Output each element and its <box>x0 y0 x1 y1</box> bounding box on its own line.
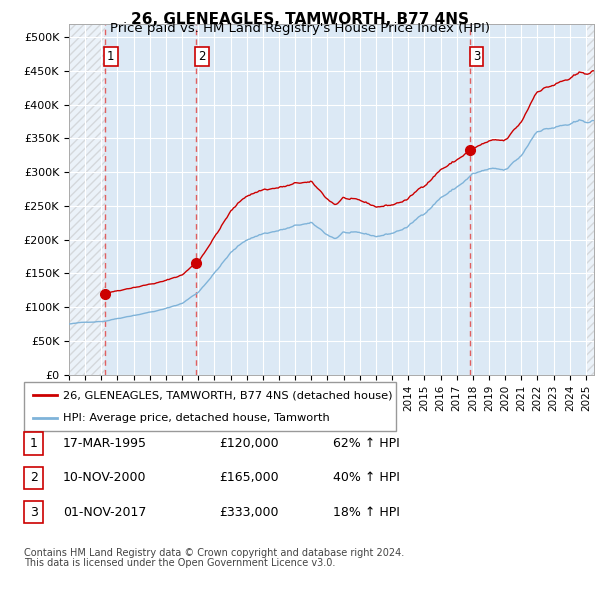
Text: 40% ↑ HPI: 40% ↑ HPI <box>333 471 400 484</box>
Text: 1: 1 <box>29 437 38 450</box>
Text: £120,000: £120,000 <box>219 437 278 450</box>
Text: 3: 3 <box>29 506 38 519</box>
Text: 26, GLENEAGLES, TAMWORTH, B77 4NS (detached house): 26, GLENEAGLES, TAMWORTH, B77 4NS (detac… <box>63 391 392 401</box>
Text: This data is licensed under the Open Government Licence v3.0.: This data is licensed under the Open Gov… <box>24 558 335 568</box>
Text: £333,000: £333,000 <box>219 506 278 519</box>
Text: Price paid vs. HM Land Registry's House Price Index (HPI): Price paid vs. HM Land Registry's House … <box>110 22 490 35</box>
Text: 10-NOV-2000: 10-NOV-2000 <box>63 471 146 484</box>
Text: 1: 1 <box>107 51 115 64</box>
Text: 26, GLENEAGLES, TAMWORTH, B77 4NS: 26, GLENEAGLES, TAMWORTH, B77 4NS <box>131 12 469 27</box>
Text: HPI: Average price, detached house, Tamworth: HPI: Average price, detached house, Tamw… <box>63 412 330 422</box>
Text: Contains HM Land Registry data © Crown copyright and database right 2024.: Contains HM Land Registry data © Crown c… <box>24 548 404 558</box>
Text: 2: 2 <box>29 471 38 484</box>
Text: £165,000: £165,000 <box>219 471 278 484</box>
Text: 3: 3 <box>473 51 480 64</box>
Text: 2: 2 <box>199 51 206 64</box>
Text: 18% ↑ HPI: 18% ↑ HPI <box>333 506 400 519</box>
Text: 17-MAR-1995: 17-MAR-1995 <box>63 437 147 450</box>
Text: 62% ↑ HPI: 62% ↑ HPI <box>333 437 400 450</box>
Text: 01-NOV-2017: 01-NOV-2017 <box>63 506 146 519</box>
